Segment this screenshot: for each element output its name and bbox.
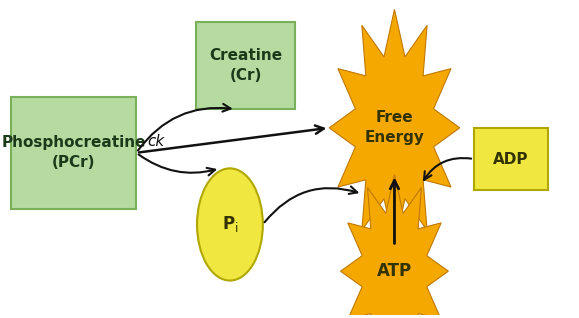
FancyBboxPatch shape xyxy=(196,22,295,109)
FancyBboxPatch shape xyxy=(12,97,136,209)
Text: ck: ck xyxy=(148,135,165,149)
FancyBboxPatch shape xyxy=(474,128,548,190)
Polygon shape xyxy=(340,175,448,318)
Text: ATP: ATP xyxy=(377,262,412,280)
Text: P$_\mathrm{i}$: P$_\mathrm{i}$ xyxy=(222,214,238,234)
Text: Phosphocreatine
(PCr): Phosphocreatine (PCr) xyxy=(2,135,146,170)
Text: ADP: ADP xyxy=(493,151,529,167)
Text: Creatine
(Cr): Creatine (Cr) xyxy=(209,48,282,83)
Ellipse shape xyxy=(197,168,263,280)
Text: Free
Energy: Free Energy xyxy=(365,110,424,145)
Polygon shape xyxy=(329,10,460,246)
